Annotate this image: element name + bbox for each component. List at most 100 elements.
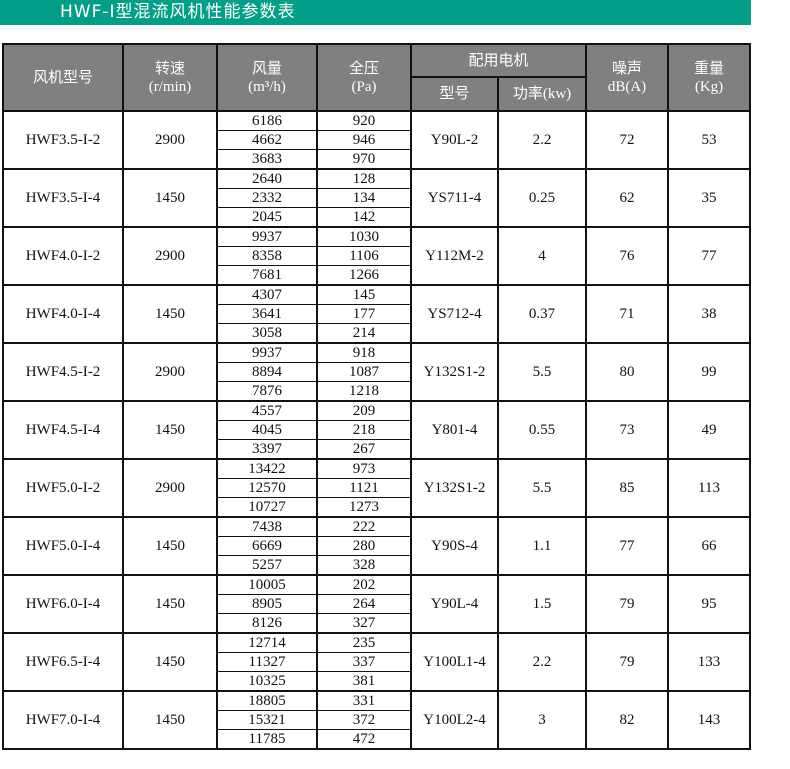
pressure-cell: 372 xyxy=(316,710,412,730)
header-motor: 配用电机 xyxy=(409,43,588,78)
flow-cell: 7681 xyxy=(216,265,318,286)
speed-cell: 1450 xyxy=(122,400,218,460)
pressure-cell: 1218 xyxy=(316,381,412,402)
motor-power-cell: 0.25 xyxy=(496,168,588,228)
pressure-cell: 970 xyxy=(316,149,412,170)
pressure-cell: 1030 xyxy=(316,226,412,247)
noise-cell: 62 xyxy=(585,168,670,228)
pressure-cell: 218 xyxy=(316,420,412,440)
motor-model-cell: Y100L1-4 xyxy=(410,632,499,692)
model-cell: HWF3.5-I-4 xyxy=(2,168,124,228)
noise-cell: 79 xyxy=(585,574,670,634)
speed-cell: 1450 xyxy=(122,574,218,634)
table-row: 15321 372 xyxy=(3,710,750,730)
noise-cell: 71 xyxy=(585,284,670,344)
motor-model-cell: Y90L-4 xyxy=(410,574,499,634)
noise-cell: 80 xyxy=(585,342,670,402)
pressure-cell: 381 xyxy=(316,671,412,692)
flow-cell: 8358 xyxy=(216,246,318,266)
flow-cell: 3641 xyxy=(216,304,318,324)
noise-cell: 76 xyxy=(585,226,670,286)
table-row: HWF5.0-I-2 2900 13422 973 Y132S1-2 5.5 85 113 xyxy=(2,458,752,518)
flow-cell: 3058 xyxy=(216,323,318,344)
header-pressure: 全压 (Pa) xyxy=(316,43,412,112)
flow-cell: 4662 xyxy=(216,130,318,150)
motor-power-cell: 1.1 xyxy=(496,516,588,576)
pressure-cell: 946 xyxy=(316,130,412,150)
weight-cell: 113 xyxy=(667,458,752,518)
pressure-cell: 142 xyxy=(316,207,412,228)
flow-cell: 5257 xyxy=(216,555,318,576)
pressure-cell: 973 xyxy=(316,458,412,479)
model-cell: HWF4.5-I-4 xyxy=(2,400,124,460)
speed-cell: 1450 xyxy=(122,690,218,750)
pressure-cell: 918 xyxy=(316,342,412,363)
model-cell: HWF6.5-I-4 xyxy=(2,632,124,692)
flow-cell: 8894 xyxy=(216,362,318,382)
flow-cell: 15321 xyxy=(216,710,318,730)
pressure-cell: 327 xyxy=(316,613,412,634)
flow-cell: 10005 xyxy=(216,574,318,595)
header-weight: 重量 (Kg) xyxy=(667,43,752,112)
pressure-cell: 264 xyxy=(316,594,412,614)
pressure-cell: 128 xyxy=(316,168,412,189)
pressure-cell: 202 xyxy=(316,574,412,595)
pressure-cell: 337 xyxy=(316,652,412,672)
flow-cell: 8905 xyxy=(216,594,318,614)
table-row: 11327 337 xyxy=(3,652,750,672)
flow-cell: 11785 xyxy=(216,729,318,750)
weight-cell: 143 xyxy=(667,690,752,750)
flow-cell: 2045 xyxy=(216,207,318,228)
motor-model-cell: Y132S1-2 xyxy=(410,342,499,402)
speed-cell: 2900 xyxy=(122,226,218,286)
motor-model-cell: Y90S-4 xyxy=(410,516,499,576)
speed-cell: 1450 xyxy=(122,168,218,228)
motor-model-cell: YS712-4 xyxy=(410,284,499,344)
pressure-cell: 1121 xyxy=(316,478,412,498)
table-row: HWF4.5-I-4 1450 4557 209 Y801-4 0.55 73 49 xyxy=(2,400,752,460)
flow-cell: 10727 xyxy=(216,497,318,518)
model-cell: HWF3.5-I-2 xyxy=(2,110,124,170)
motor-power-cell: 0.55 xyxy=(496,400,588,460)
header-motor-model: 型号 xyxy=(410,76,499,112)
table-row: 12570 1121 xyxy=(3,478,750,498)
page-title: HWF-I型混流风机性能参数表 xyxy=(60,2,296,22)
motor-model-cell: Y100L2-4 xyxy=(410,690,499,750)
motor-power-cell: 2.2 xyxy=(496,110,588,170)
table-row: 8358 1106 xyxy=(3,246,750,266)
table-row: 3641 177 xyxy=(3,304,750,324)
motor-power-cell: 4 xyxy=(496,226,588,286)
motor-power-cell: 5.5 xyxy=(496,458,588,518)
weight-cell: 66 xyxy=(667,516,752,576)
weight-cell: 53 xyxy=(667,110,752,170)
flow-cell: 6186 xyxy=(216,110,318,131)
flow-cell: 11327 xyxy=(216,652,318,672)
motor-power-cell: 2.2 xyxy=(496,632,588,692)
flow-cell: 4557 xyxy=(216,400,318,421)
noise-cell: 82 xyxy=(585,690,670,750)
table-row: 4662 946 xyxy=(3,130,750,150)
table-row: 11785 472 xyxy=(3,729,750,750)
flow-cell: 6669 xyxy=(216,536,318,556)
pressure-cell: 331 xyxy=(316,690,412,711)
motor-model-cell: Y90L-2 xyxy=(410,110,499,170)
pressure-cell: 1106 xyxy=(316,246,412,266)
weight-cell: 133 xyxy=(667,632,752,692)
flow-cell: 4045 xyxy=(216,420,318,440)
title-bar: HWF-I型混流风机性能参数表 xyxy=(0,0,751,25)
pressure-cell: 920 xyxy=(316,110,412,131)
motor-power-cell: 5.5 xyxy=(496,342,588,402)
noise-cell: 77 xyxy=(585,516,670,576)
motor-model-cell: Y132S1-2 xyxy=(410,458,499,518)
flow-cell: 3397 xyxy=(216,439,318,460)
table-row: HWF4.0-I-4 1450 4307 145 YS712-4 0.37 71 38 xyxy=(2,284,752,344)
weight-cell: 35 xyxy=(667,168,752,228)
flow-cell: 18805 xyxy=(216,690,318,711)
motor-model-cell: YS711-4 xyxy=(410,168,499,228)
table-row: HWF7.0-I-4 1450 18805 331 Y100L2-4 3 82 143 xyxy=(2,690,752,750)
table-row: HWF4.5-I-2 2900 9937 918 Y132S1-2 5.5 80 99 xyxy=(2,342,752,402)
table-row: 8905 264 xyxy=(3,594,750,614)
pressure-cell: 280 xyxy=(316,536,412,556)
table-row: HWF6.0-I-4 1450 10005 202 Y90L-4 1.5 79 95 xyxy=(2,574,752,634)
noise-cell: 79 xyxy=(585,632,670,692)
